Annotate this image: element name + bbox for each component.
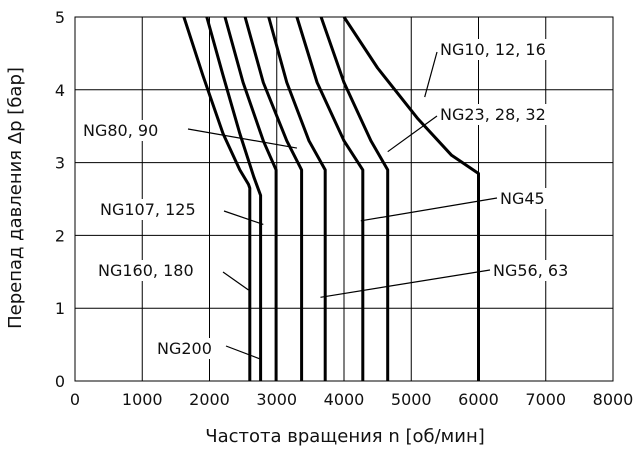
series-annotation-label: NG80, 90: [83, 121, 158, 140]
annotation-leader: [424, 51, 438, 98]
x-axis-title: Частота вращения n [об/мин]: [205, 426, 485, 447]
series-curve: [342, 16, 480, 381]
x-tick-label: 2000: [189, 390, 230, 409]
annotation-background: [81, 120, 161, 141]
y-tick-label: 4: [55, 81, 65, 100]
series-annotation-label: NG45: [500, 189, 545, 208]
x-tick-label: 6000: [458, 390, 499, 409]
x-tick-label: 7000: [525, 390, 566, 409]
series-annotation-label: NG107, 125: [100, 200, 196, 219]
annotation-leader: [320, 269, 491, 298]
series-annotations: NG10, 12, 16 NG23, 28, 32 NG80, 90 NG45 NG10…: [81, 39, 571, 360]
series-curve: [182, 16, 252, 381]
series-curve: [223, 16, 278, 381]
annotation-leader: [360, 197, 498, 222]
series-annotation-label: NG56, 63: [493, 261, 568, 280]
series-annotation-label: NG200: [157, 339, 212, 358]
y-tick-label: 1: [55, 299, 65, 318]
series-annotation-label: NG10, 12, 16: [440, 40, 546, 59]
plot-grid: [74, 16, 614, 382]
series-annotation-label: NG160, 180: [98, 261, 194, 280]
y-tick-label: 3: [55, 154, 65, 173]
annotation-background: [155, 338, 214, 359]
annotation-leader: [387, 115, 438, 153]
annotation-leader: [222, 271, 249, 291]
y-tick-label: 0: [55, 372, 65, 391]
annotation-background: [98, 199, 198, 220]
series-curve: [319, 16, 390, 381]
annotation-background: [438, 104, 548, 125]
annotation-background: [498, 188, 547, 209]
annotation-background: [96, 260, 196, 281]
x-tick-label: 5000: [391, 390, 432, 409]
series-curve: [205, 16, 263, 381]
x-tick-label: 1000: [122, 390, 163, 409]
y-axis-title: Перепад давления Δp [бар]: [5, 67, 26, 329]
annotation-leader: [187, 128, 298, 149]
series-curve: [295, 16, 365, 381]
series-annotation-label: NG23, 28, 32: [440, 105, 546, 124]
y-tick-label: 2: [55, 226, 65, 245]
annotation-leader: [223, 210, 264, 226]
x-tick-label: 0: [70, 390, 80, 409]
series-curve: [243, 16, 304, 381]
axis-ticks: 0 1000 2000 3000 4000 5000 6000 7000 8000 0 1 2 3 4 5: [55, 8, 634, 409]
y-tick-label: 5: [55, 8, 65, 27]
series-curve: [267, 16, 327, 381]
annotation-background: [491, 260, 571, 281]
annotation-background: [438, 39, 548, 60]
x-tick-label: 4000: [324, 390, 365, 409]
annotation-leader: [225, 345, 261, 360]
x-tick-label: 3000: [256, 390, 297, 409]
x-tick-label: 8000: [593, 390, 634, 409]
series-curves: [182, 16, 480, 381]
